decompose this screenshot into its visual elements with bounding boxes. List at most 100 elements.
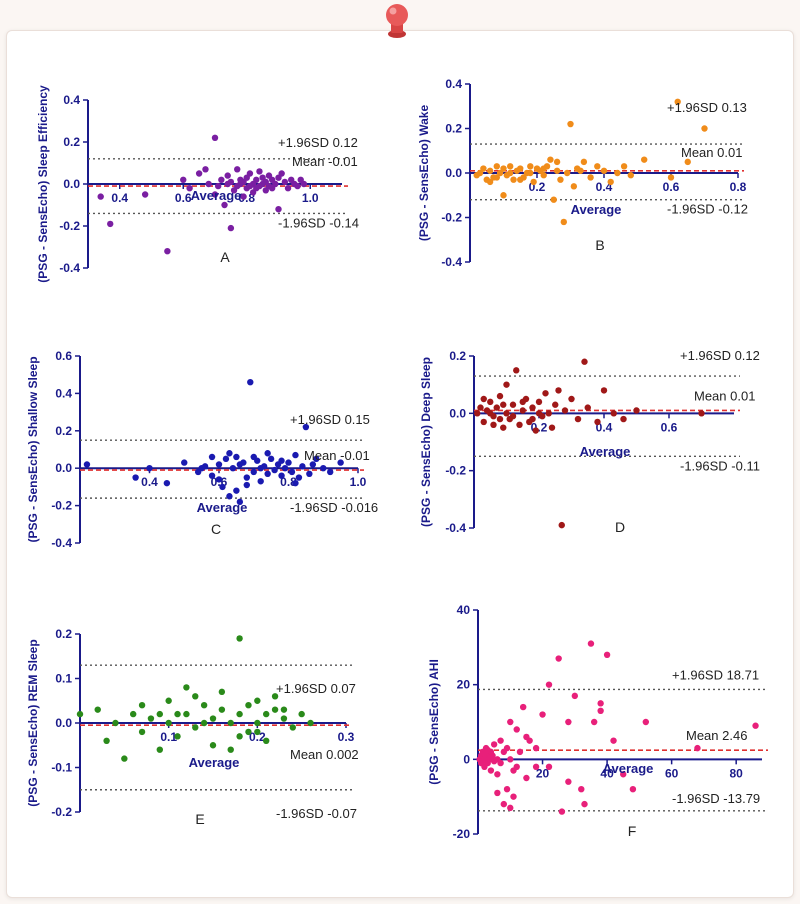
- data-point: [574, 415, 582, 423]
- data-point: [200, 719, 208, 727]
- data-point: [581, 800, 588, 808]
- y-tick-label: 0.0: [449, 406, 466, 420]
- x-tick-label: 0.1: [160, 730, 177, 744]
- data-point: [563, 169, 571, 177]
- x-tick-label: 0.2: [249, 730, 266, 744]
- data-point: [141, 191, 149, 198]
- data-point: [558, 521, 565, 529]
- y-tick-label: -0.4: [51, 536, 72, 550]
- data-point: [496, 415, 504, 423]
- data-point: [558, 808, 566, 815]
- data-point: [627, 172, 634, 179]
- lower-limit-label: -1.96SD -13.79: [672, 791, 760, 806]
- panel-letter: A: [220, 249, 230, 265]
- lower-limit-label: -1.96SD -0.07: [276, 806, 357, 821]
- data-point: [263, 710, 270, 718]
- y-tick-label: 0.0: [445, 166, 462, 180]
- data-point: [509, 401, 517, 408]
- data-point: [480, 395, 487, 403]
- data-point: [480, 418, 487, 426]
- data-point: [240, 193, 247, 200]
- data-point: [253, 176, 260, 183]
- data-point: [571, 692, 579, 700]
- x-tick-label: 1.0: [302, 191, 319, 205]
- data-point: [236, 461, 244, 468]
- data-point: [180, 176, 187, 183]
- data-point: [236, 635, 243, 642]
- x-tick-label: 0.8: [280, 475, 297, 489]
- mean-label: Mean -0.01: [292, 154, 358, 169]
- data-point: [535, 410, 543, 417]
- data-point: [496, 392, 504, 400]
- data-point: [513, 763, 520, 770]
- data-point: [484, 746, 491, 754]
- data-point: [224, 180, 231, 188]
- y-tick-label: -0.1: [51, 761, 72, 775]
- upper-limit-label: +1.96SD 18.71: [672, 667, 759, 682]
- y-tick-label: -0.2: [59, 219, 80, 233]
- data-point: [221, 201, 228, 209]
- lower-limit-label: -1.96SD -0.016: [290, 500, 378, 515]
- data-point: [500, 165, 507, 172]
- data-point: [337, 459, 344, 466]
- data-point: [163, 479, 171, 487]
- data-point: [509, 413, 517, 420]
- data-point: [540, 165, 547, 172]
- data-point: [107, 220, 114, 228]
- data-point: [580, 158, 588, 166]
- data-point: [174, 733, 181, 740]
- data-point: [516, 748, 524, 756]
- panel-E: -0.2 -0.1 0.0 0.1 0.2 0.1 0.2 0.3 +1.96SD 0.07 Me…: [26, 627, 359, 827]
- data-point: [215, 461, 223, 468]
- y-tick-label: 0: [463, 752, 470, 766]
- data-point: [236, 498, 244, 506]
- data-point: [263, 737, 270, 744]
- data-point: [507, 718, 514, 726]
- data-point: [487, 410, 494, 417]
- y-tick-label: 0.4: [63, 93, 80, 107]
- data-point: [497, 759, 504, 767]
- data-point: [299, 463, 306, 470]
- data-point: [233, 453, 240, 461]
- data-point: [507, 163, 514, 170]
- data-point: [535, 398, 543, 406]
- data-point: [278, 457, 285, 464]
- y-tick-label: 0.4: [55, 386, 72, 400]
- data-point: [607, 178, 614, 186]
- data-point: [130, 710, 137, 718]
- data-point: [278, 170, 285, 177]
- data-point: [288, 468, 296, 476]
- data-point: [540, 172, 547, 179]
- data-point: [132, 474, 139, 481]
- mean-label: Mean 0.01: [694, 388, 755, 403]
- data-point: [121, 755, 128, 762]
- data-point: [597, 707, 604, 714]
- data-point: [186, 185, 193, 192]
- data-point: [633, 407, 640, 414]
- data-point: [581, 358, 588, 365]
- lower-limit-label: -1.96SD -0.14: [278, 215, 359, 230]
- data-point: [523, 733, 530, 741]
- data-point: [490, 421, 497, 428]
- data-point: [264, 470, 271, 478]
- upper-limit-label: +1.96SD 0.12: [680, 348, 760, 363]
- data-point: [256, 168, 263, 175]
- data-point: [292, 479, 299, 487]
- data-point: [500, 424, 507, 431]
- data-point: [200, 702, 208, 709]
- data-point: [545, 763, 553, 770]
- data-point: [224, 172, 231, 179]
- data-point: [211, 134, 219, 141]
- upper-limit-label: +1.96SD 0.15: [290, 412, 370, 427]
- x-tick-label: 80: [730, 766, 744, 780]
- x-tick-label: 0.4: [111, 191, 128, 205]
- data-point: [555, 655, 562, 662]
- y-axis-label: (PSG - SensEcho) Shallow Sleep: [26, 356, 40, 542]
- data-point: [174, 710, 181, 718]
- data-point: [265, 182, 273, 190]
- data-point: [529, 404, 536, 411]
- data-point: [570, 183, 578, 190]
- data-point: [254, 697, 261, 704]
- mean-label: Mean 2.46: [686, 728, 747, 743]
- y-tick-label: -0.4: [441, 255, 462, 269]
